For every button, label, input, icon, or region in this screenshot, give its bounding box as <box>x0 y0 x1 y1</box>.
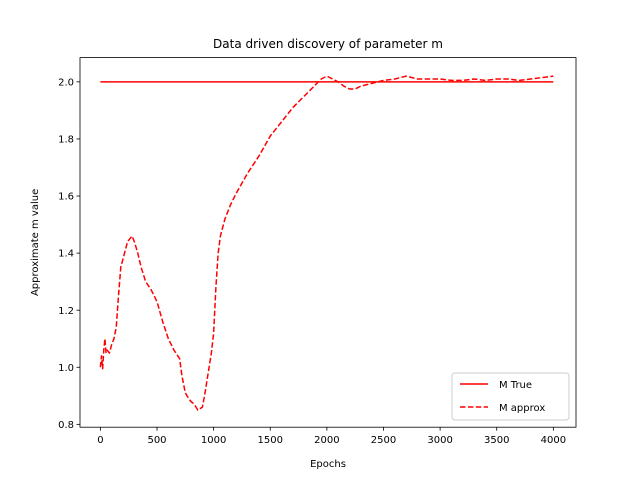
x-tick-label: 500 <box>147 435 166 446</box>
series-line-m-approx <box>99 75 554 411</box>
y-tick-label: 1.4 <box>58 249 74 260</box>
legend-label-m-true: M True <box>499 380 532 391</box>
x-tick-label: 4000 <box>541 435 566 446</box>
plot-lines <box>99 75 554 411</box>
plot-area-frame <box>79 57 577 428</box>
y-tick-label: 1.8 <box>58 135 74 146</box>
y-tick-label: 1.0 <box>58 363 74 374</box>
y-tick-label: 1.6 <box>58 192 74 203</box>
x-tick-label: 3500 <box>484 435 509 446</box>
x-axis-label: Epochs <box>310 459 346 470</box>
y-tick-label: 0.8 <box>58 420 74 431</box>
x-tick-label: 3000 <box>427 435 452 446</box>
y-axis: 0.8 1.0 1.2 1.4 1.6 1.8 2.0 <box>58 77 80 431</box>
legend-label-m-approx: M approx <box>499 403 545 414</box>
x-tick-label: 1500 <box>258 435 283 446</box>
chart-title: Data driven discovery of parameter m <box>213 37 443 51</box>
y-tick-label: 2.0 <box>58 77 74 88</box>
y-axis-label: Approximate m value <box>30 189 41 296</box>
legend: M True M approx <box>451 372 570 421</box>
x-tick-label: 2000 <box>314 435 339 446</box>
x-tick-label: 2500 <box>371 435 396 446</box>
y-tick-label: 1.2 <box>58 306 74 317</box>
x-axis: 0 500 1000 1500 2000 2500 3000 3500 4000 <box>97 427 566 446</box>
x-tick-label: 0 <box>97 435 103 446</box>
x-tick-label: 1000 <box>201 435 226 446</box>
